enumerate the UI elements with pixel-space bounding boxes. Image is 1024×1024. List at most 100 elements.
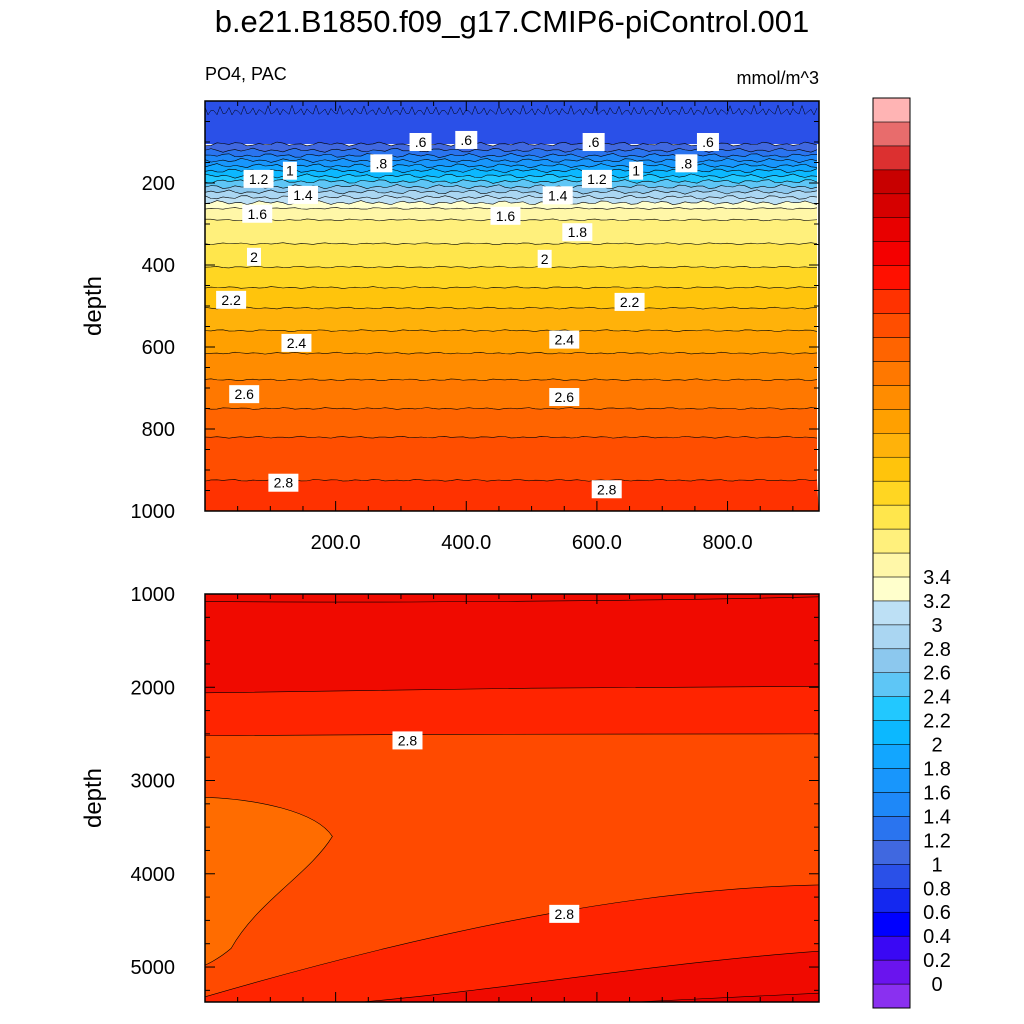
upper-contour-label-11: 1.4 [542, 186, 573, 205]
contour-2.7 [205, 435, 818, 439]
colorbar-box-6 [872, 840, 911, 865]
colorbar-box-24 [872, 409, 911, 434]
x-tick-label-0: 200.0 [311, 532, 361, 554]
colorbar-box-29 [872, 289, 911, 314]
colorbar-box-7 [872, 816, 911, 841]
upper-contour-label-21: 2.6 [229, 385, 260, 404]
y-axis-title-lower: depth [80, 768, 107, 828]
upper-contour-label-22-box [549, 388, 580, 407]
colorbar-box-1 [872, 959, 911, 985]
colorbar-label-2: 0.4 [923, 926, 951, 948]
band-2.1 [205, 286, 817, 310]
upper-contour-label-6-box [282, 161, 297, 180]
colorbar-box-27 [872, 337, 911, 362]
region-2.6-2.7 [205, 797, 333, 966]
colorbar: 00.20.40.60.811.21.41.61.822.22.42.62.83… [872, 97, 951, 1009]
upper-contour-label-5-text: .8 [681, 155, 693, 171]
upper-contour-label-7: 1 [629, 161, 644, 180]
upper-contour-label-1-box [455, 130, 478, 149]
upper-contour-label-13-box [490, 206, 521, 225]
upper-contour-label-0-box [409, 133, 432, 151]
upper-contour-label-3: .6 [696, 133, 719, 151]
contour-2.6 [205, 407, 818, 410]
upper-contour-label-4-text: .8 [376, 155, 388, 171]
upper-contour-label-19-text: 2.4 [287, 335, 307, 351]
band-1.3 [205, 184, 817, 195]
colorbar-label-8: 1.6 [923, 782, 951, 804]
upper-contour-label-18-box [614, 292, 645, 311]
band-2.7 [205, 436, 817, 482]
contour-2.3 [205, 329, 818, 332]
lower-contour-label-1: 2.8 [549, 904, 580, 923]
upper-contour-label-9-box [581, 169, 612, 188]
upper-contour-label-9: 1.2 [581, 169, 612, 188]
contour-1.9 [205, 242, 818, 245]
upper-contour-label-13: 1.6 [490, 206, 521, 225]
colorbar-box-16 [872, 600, 911, 626]
lower-contour-label-0: 2.8 [392, 731, 423, 750]
colorbar-box-35 [872, 145, 911, 171]
colorbar-box-11 [872, 720, 911, 745]
contour-1.2 [205, 178, 818, 184]
upper-contour-label-20: 2.4 [549, 330, 580, 349]
y-tick-label-lower-4: 5000 [131, 957, 176, 979]
colorbar-frame [872, 97, 911, 1009]
upper-contour-label-8-text: 1.2 [249, 171, 269, 187]
y-tick-label-upper-4: 1000 [131, 501, 176, 523]
upper-contour-label-10: 1.4 [287, 185, 318, 204]
upper-contour-label-16-box [537, 249, 552, 268]
upper-contour-label-15: 2 [246, 247, 261, 266]
upper-contour-label-21-text: 2.6 [234, 386, 254, 402]
band-2.0 [205, 266, 817, 289]
y-tick-label-lower-3: 4000 [131, 864, 176, 886]
band-0.5 [205, 141, 817, 153]
colorbar-box-12 [872, 696, 911, 721]
units-label: mmol/m^3 [736, 68, 819, 88]
band-2.3 [205, 329, 817, 355]
colorbar-box-28 [872, 313, 911, 338]
colorbar-box-33 [872, 193, 911, 218]
upper-panel-fill [205, 101, 819, 511]
upper-contour-label-12-text: 1.6 [248, 206, 268, 222]
upper-contour-label-22: 2.6 [549, 388, 580, 407]
contour-labels: .6 .6 .6 .6 .8 .8 1 1 1.2 1.2 1.4 1.4 1.6 1.6 1.8 2 2 2.2… [216, 130, 719, 923]
upper-contour-label-5-box [675, 154, 698, 173]
upper-contour-label-23-box [268, 473, 299, 492]
colorbar-box-23 [872, 433, 911, 458]
lower-panel-frame [204, 593, 820, 1003]
upper-contour-label-2: .6 [582, 133, 605, 151]
colorbar-label-14: 2.8 [923, 639, 951, 661]
colorbar-box-34 [872, 169, 911, 195]
band-2.2 [205, 307, 817, 332]
contour-1.0 [205, 168, 818, 174]
contour-1.1 [205, 173, 818, 179]
upper-contour-label-3-box [696, 133, 719, 151]
contour-2.1 [205, 286, 818, 289]
upper-contour-label-17-box [216, 290, 247, 309]
upper-contour-label-17-text: 2.2 [221, 292, 241, 308]
band-1.8 [205, 218, 817, 245]
colorbar-box-3 [872, 911, 911, 937]
upper-contour-label-14-text: 1.8 [568, 224, 588, 240]
band-0.4 [205, 101, 819, 145]
upper-contour-label-5: .8 [675, 154, 698, 173]
lower-panel-fill [205, 594, 819, 1002]
colorbar-label-10: 2 [931, 735, 942, 757]
colorbar-box-15 [872, 624, 911, 650]
colorbar-label-4: 0.8 [923, 878, 951, 900]
colorbar-label-7: 1.4 [923, 806, 951, 828]
x-tick-label-3: 800.0 [703, 532, 753, 554]
colorbar-box-8 [872, 792, 911, 817]
upper-panel-contours [205, 104, 818, 482]
lower-contour-6 [636, 992, 819, 1002]
upper-contour-label-17: 2.2 [216, 290, 247, 309]
colorbar-label-6: 1.2 [923, 830, 951, 852]
colorbar-box-4 [872, 888, 911, 913]
contour-2.4 [205, 351, 818, 355]
upper-contour-label-9-text: 1.2 [587, 171, 607, 187]
colorbar-box-20 [872, 504, 911, 530]
upper-contour-label-3-text: .6 [702, 134, 714, 150]
colorbar-box-31 [872, 241, 911, 266]
upper-contour-label-10-text: 1.4 [293, 187, 313, 203]
